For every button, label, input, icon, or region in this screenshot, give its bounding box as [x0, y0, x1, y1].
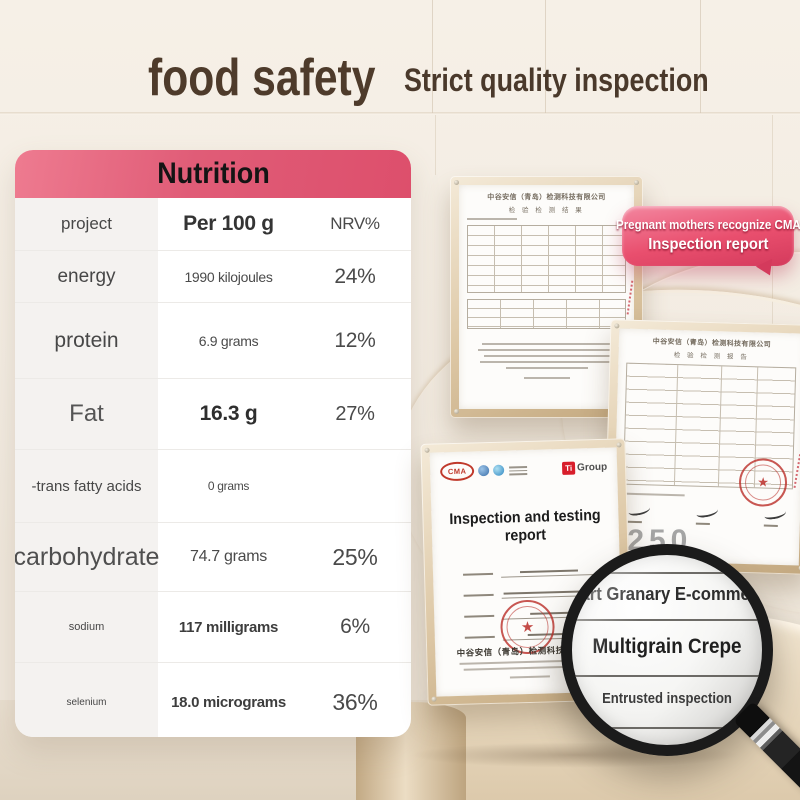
row-nrv: 27% [335, 402, 375, 425]
accreditation-logo-icon [478, 465, 490, 477]
badge-line2: Inspection report [647, 236, 769, 253]
table-row-sodium: sodium 117 milligrams 6% [15, 592, 411, 663]
row-value: 1990 kilojoules [184, 268, 273, 285]
screw-icon [634, 180, 639, 185]
row-value: 18.0 micrograms [171, 693, 286, 711]
signature [763, 507, 787, 528]
ti-group-logo: Ti Group [561, 461, 608, 475]
magnifier-lens: Heart Granary E-commerce Multigrain Crep… [561, 544, 773, 756]
row-name: carbohydrate [15, 523, 159, 591]
table-row-energy: energy 1990 kilojoules 24% [15, 251, 411, 303]
certificate-subtitle: 检 验 检 测 结 果 [508, 207, 585, 214]
row-name: protein [15, 303, 158, 378]
results-table-2 [467, 299, 626, 329]
screw-icon [616, 442, 622, 448]
row-name: Fat [15, 379, 158, 449]
signature [627, 503, 651, 524]
wall-seam-horizontal [0, 112, 800, 115]
results-table [467, 225, 626, 293]
screw-icon [454, 180, 459, 185]
table-row-carbohydrate: carbohydrate 74.7 grams 25% [15, 523, 411, 592]
lens-glare [572, 555, 762, 745]
table-row-selenium: selenium 18.0 micrograms 36% [15, 663, 411, 737]
seal-ring [744, 464, 782, 502]
table-row-protein: protein 6.9 grams 12% [15, 303, 411, 379]
report-title: Inspection and testing report [449, 506, 601, 545]
text-line [483, 355, 610, 357]
nutrition-header: Nutrition [15, 150, 411, 198]
ti-logo-square: Ti [561, 461, 576, 475]
row-name: sodium [15, 592, 158, 662]
row-name: energy [15, 251, 158, 302]
nutrition-header-label: Nutrition [156, 157, 270, 190]
row-name: selenium [15, 663, 158, 737]
wall-seam [545, 0, 546, 113]
column-header-per100g: Per 100 g [183, 212, 274, 235]
text-line [505, 367, 588, 369]
row-value: 6.9 grams [198, 332, 259, 349]
row-nrv: 25% [332, 543, 378, 570]
logo-caption-lines [509, 464, 528, 476]
text-line [509, 675, 550, 679]
text-line [467, 218, 517, 220]
signature [695, 505, 719, 526]
wall-seam [700, 0, 701, 113]
table-row-fat: Fat 16.3 g 27% [15, 379, 411, 450]
cma-label: CMA [447, 466, 467, 477]
badge-line1: Pregnant mothers recognize CMA [615, 218, 800, 232]
row-value: 0 grams [207, 479, 250, 493]
row-nrv: 36% [332, 688, 378, 715]
cma-badge: Pregnant mothers recognize CMA Inspectio… [616, 206, 800, 266]
ti-group-label: Group [576, 461, 608, 474]
page-title: food safety [148, 49, 376, 107]
screw-icon [431, 696, 437, 702]
seal-ring [505, 605, 550, 649]
row-nrv: 12% [334, 328, 376, 352]
wall-seam [432, 0, 433, 113]
certificate-title: 中谷安信（青岛）检测科技有限公司 [487, 194, 606, 201]
text-line [523, 377, 570, 379]
row-nrv: 6% [340, 615, 370, 638]
text-line [477, 349, 616, 351]
page-subtitle: Strict quality inspection [404, 62, 709, 98]
text-line [481, 343, 612, 345]
table-row-trans-fatty-acids: -trans fatty acids 0 grams [15, 450, 411, 523]
row-value: 74.7 grams [189, 548, 268, 565]
row-nrv: 24% [334, 264, 376, 288]
red-seal: ★ [738, 457, 788, 508]
certificate-back-paper: 中谷安信（青岛）检测科技有限公司 检 验 检 测 结 果 [459, 185, 634, 409]
screw-icon [454, 409, 459, 414]
wall-seam [435, 115, 436, 175]
column-header-nrv: NRV% [330, 214, 380, 233]
nutrition-card: Nutrition project Per 100 g NRV% energy … [15, 150, 411, 737]
text-line [479, 361, 614, 363]
accreditation-logo-icon [492, 464, 505, 476]
row-name: -trans fatty acids [15, 450, 158, 522]
row-value: 117 milligrams [178, 618, 279, 636]
text-line [624, 492, 685, 497]
column-header-project: project [15, 198, 158, 250]
nutrition-column-header-row: project Per 100 g NRV% [15, 198, 411, 251]
logo-row: CMA Ti Group [439, 458, 608, 482]
cma-logo: CMA [439, 461, 475, 482]
row-value: 16.3 g [199, 402, 258, 425]
